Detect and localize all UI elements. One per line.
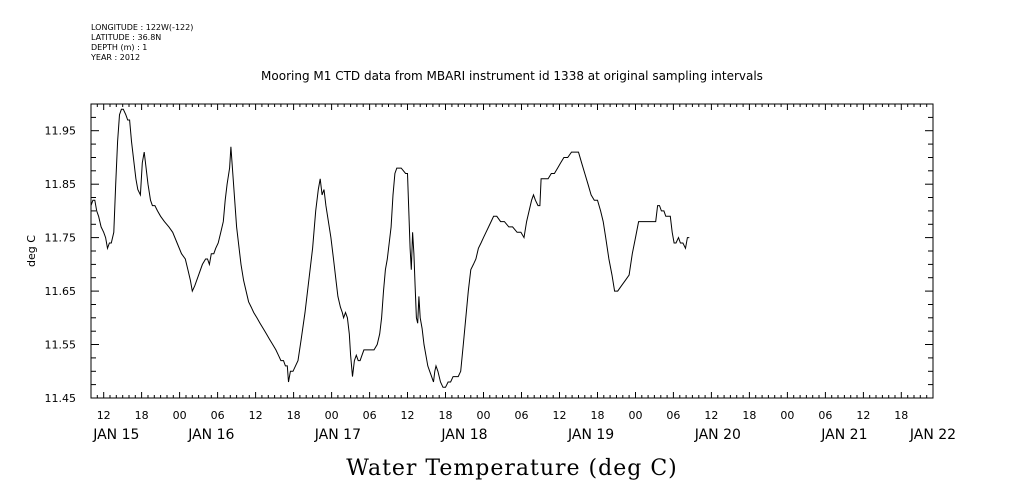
metadata-latitude: LATITUDE : 36.8N [91, 33, 161, 42]
x-hour-tick-label: 12 [249, 409, 263, 422]
x-hour-tick-label: 06 [363, 409, 377, 422]
x-hour-tick-label: 18 [135, 409, 149, 422]
y-axis-label: deg C [25, 235, 38, 267]
x-hour-tick-label: 06 [515, 409, 529, 422]
y-tick-label: 11.45 [45, 392, 77, 405]
metadata-year: YEAR : 2012 [90, 53, 140, 62]
x-axis-day-labels: JAN 15 JAN 16 JAN 17 JAN 18 JAN 19 JAN 20 JAN … [92, 427, 956, 443]
x-hour-tick-label: 00 [325, 409, 339, 422]
x-day-label: JAN 21 [820, 427, 867, 443]
x-axis-label: Water Temperature (deg C) [346, 456, 678, 481]
x-hour-tick-label: 00 [629, 409, 643, 422]
x-hour-tick-label: 18 [439, 409, 453, 422]
x-hour-tick-label: 12 [704, 409, 718, 422]
x-hour-tick-label: 18 [591, 409, 605, 422]
x-axis-hour-ticks: 12 18 00 06 12 18 00 06 12 18 00 06 12 18 00 06 12 18 00 06… [97, 409, 909, 422]
x-hour-tick-label: 12 [97, 409, 111, 422]
y-axis-ticks: 11.95 11.85 11.75 11.65 11.55 11.45 [45, 125, 77, 405]
x-hour-tick-label: 18 [742, 409, 756, 422]
x-day-label: JAN 19 [567, 427, 614, 443]
x-hour-tick-label: 06 [211, 409, 225, 422]
metadata-longitude: LONGITUDE : 122W(-122) [91, 23, 193, 32]
x-day-label: JAN 18 [440, 427, 487, 443]
x-hour-tick-label: 12 [553, 409, 567, 422]
chart-title: Mooring M1 CTD data from MBARI instrumen… [261, 69, 763, 83]
y-tick-label: 11.95 [45, 125, 77, 138]
x-hour-tick-label: 12 [401, 409, 415, 422]
x-hour-tick-label: 06 [818, 409, 832, 422]
series-line-water-temperature [90, 108, 690, 388]
x-hour-tick-label: 18 [894, 409, 908, 422]
x-day-label: JAN 22 [909, 427, 956, 443]
x-day-label: JAN 17 [314, 427, 361, 443]
y-tick-label: 11.85 [45, 178, 77, 191]
metadata-block: LONGITUDE : 122W(-122) LATITUDE : 36.8N … [90, 23, 193, 62]
y-tick-label: 11.55 [45, 339, 77, 352]
tick-marks [90, 103, 934, 399]
metadata-depth: DEPTH (m) : 1 [91, 43, 147, 52]
plot-frame [90, 103, 934, 399]
x-day-label: JAN 15 [92, 427, 139, 443]
x-hour-tick-label: 06 [666, 409, 680, 422]
x-hour-tick-label: 00 [173, 409, 187, 422]
x-hour-tick-label: 12 [856, 409, 870, 422]
y-tick-label: 11.65 [45, 285, 77, 298]
x-hour-tick-label: 00 [477, 409, 491, 422]
y-tick-label: 11.75 [45, 232, 77, 245]
x-day-label: JAN 16 [187, 427, 234, 443]
x-day-label: JAN 20 [694, 427, 741, 443]
x-hour-tick-label: 18 [287, 409, 301, 422]
x-hour-tick-label: 00 [780, 409, 794, 422]
